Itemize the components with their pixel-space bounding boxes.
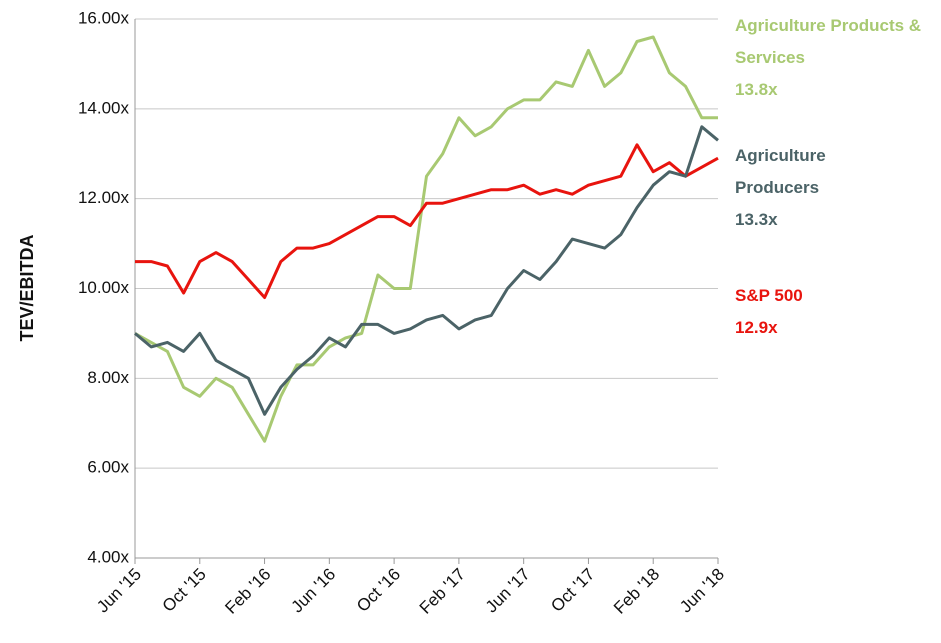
legend-entry: Agriculture Producers 13.3x bbox=[735, 140, 865, 236]
legend-value: 13.3x bbox=[735, 210, 778, 229]
y-tick-label: 14.00x bbox=[78, 98, 130, 117]
legend-value: 12.9x bbox=[735, 318, 778, 337]
y-tick-label: 4.00x bbox=[87, 547, 129, 566]
legend-value: 13.8x bbox=[735, 80, 778, 99]
x-tick-label: Jun '18 bbox=[676, 565, 728, 617]
x-tick-label: Jun '16 bbox=[288, 565, 340, 617]
x-tick-label: Oct '17 bbox=[547, 565, 598, 616]
y-tick-label: 10.00x bbox=[78, 278, 130, 297]
x-tick-label: Oct '15 bbox=[159, 565, 210, 616]
x-tick-label: Jun '15 bbox=[93, 565, 145, 617]
legend-entry: Agriculture Products & Services 13.8x bbox=[735, 10, 941, 106]
x-tick-label: Feb '17 bbox=[416, 565, 469, 618]
y-tick-label: 8.00x bbox=[87, 368, 129, 387]
x-tick-label: Feb '16 bbox=[221, 565, 274, 618]
legend-label: Agriculture Products & Services bbox=[735, 16, 922, 67]
series-line bbox=[134, 125, 719, 416]
y-axis-label: TEV/EBITDA bbox=[17, 234, 37, 341]
x-tick-label: Feb '18 bbox=[610, 565, 663, 618]
y-tick-label: 16.00x bbox=[78, 8, 130, 27]
legend-entry: S&P 500 12.9x bbox=[735, 280, 865, 344]
x-tick-label: Oct '16 bbox=[353, 565, 404, 616]
y-tick-label: 12.00x bbox=[78, 188, 130, 207]
series-line bbox=[135, 143, 719, 299]
legend-label: S&P 500 bbox=[735, 286, 803, 305]
x-tick-label: Jun '17 bbox=[482, 565, 534, 617]
y-tick-label: 6.00x bbox=[87, 458, 129, 477]
legend-label: Agriculture Producers bbox=[735, 146, 826, 197]
series-line bbox=[134, 35, 718, 443]
